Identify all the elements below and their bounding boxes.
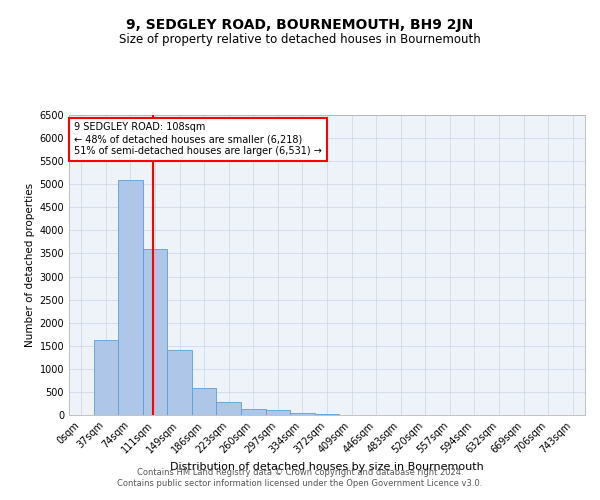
Text: Size of property relative to detached houses in Bournemouth: Size of property relative to detached ho…	[119, 32, 481, 46]
Bar	[290, 413, 315, 415]
Text: Contains HM Land Registry data © Crown copyright and database right 2024.
Contai: Contains HM Land Registry data © Crown c…	[118, 468, 482, 487]
Bar	[266, 410, 290, 415]
Text: 9 SEDGLEY ROAD: 108sqm
← 48% of detached houses are smaller (6,218)
51% of semi-: 9 SEDGLEY ROAD: 108sqm ← 48% of detached…	[74, 122, 322, 156]
Bar	[143, 249, 167, 415]
Bar	[217, 402, 241, 415]
X-axis label: Distribution of detached houses by size in Bournemouth: Distribution of detached houses by size …	[170, 462, 484, 472]
Bar	[167, 350, 192, 415]
Bar	[118, 180, 143, 415]
Bar	[94, 340, 118, 415]
Bar	[241, 409, 266, 415]
Y-axis label: Number of detached properties: Number of detached properties	[25, 183, 35, 347]
Bar	[315, 414, 339, 415]
Bar	[192, 388, 217, 415]
Text: 9, SEDGLEY ROAD, BOURNEMOUTH, BH9 2JN: 9, SEDGLEY ROAD, BOURNEMOUTH, BH9 2JN	[127, 18, 473, 32]
